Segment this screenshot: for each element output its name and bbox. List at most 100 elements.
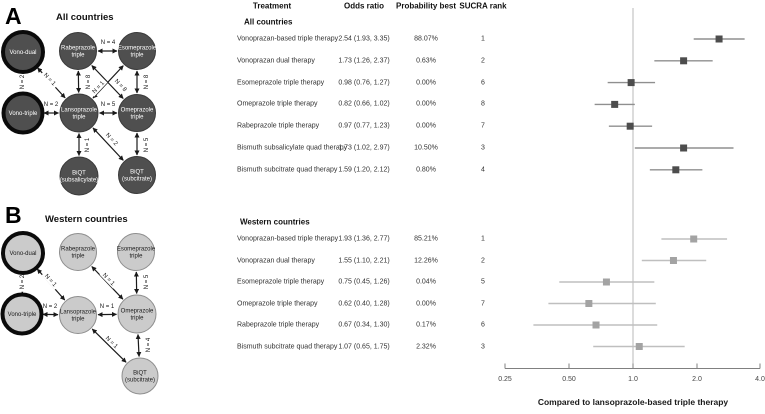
treatment-label: Omeprazole triple therapy	[237, 100, 318, 108]
network-edge	[92, 127, 124, 161]
table-header-sucra-rank: SUCRA rank	[459, 1, 507, 11]
edge-label: N = 5	[142, 135, 150, 155]
edge-label: N = 8	[84, 72, 92, 92]
probability-best-value: 85.21%	[414, 235, 438, 243]
node-label: Lansoprazole	[60, 310, 97, 316]
sucra-rank-value: 3	[481, 343, 485, 350]
or-marker	[635, 343, 643, 350]
or-marker	[680, 144, 688, 152]
node-label: (subcitrate)	[122, 177, 152, 183]
svg-text:N = 1: N = 1	[100, 304, 115, 310]
edge-label: N = 8	[111, 75, 131, 95]
node-label: triple	[72, 115, 86, 121]
svg-text:N = 8: N = 8	[86, 74, 92, 89]
node-label: Vono-dual	[9, 50, 36, 56]
odds-ratio-value: 0.75 (0.45, 1.26)	[338, 278, 390, 286]
treatment-label: Bismuth subsalicylate quad therapy	[237, 144, 348, 152]
svg-text:N = 2: N = 2	[20, 274, 26, 289]
svg-text:N = 5: N = 5	[101, 102, 116, 108]
x-tick-label: 2.0	[692, 376, 702, 383]
node-label: Vono-triple	[9, 111, 38, 117]
node-label: Omeprazole	[121, 108, 154, 114]
probability-best-value: 0.17%	[416, 321, 436, 329]
node-label: (subcitrate)	[125, 378, 155, 384]
network-edge	[91, 65, 124, 99]
node-label: triple	[71, 317, 85, 323]
node-label: Vono-triple	[8, 312, 37, 318]
x-tick-label: 4.0	[755, 376, 765, 383]
edge-label: N = 1	[99, 269, 119, 289]
treatment-label: Esomeprazole triple therapy	[237, 278, 325, 286]
odds-ratio-value: 1.73 (1.26, 2.37)	[338, 57, 390, 65]
probability-best-value: 0.00%	[416, 300, 436, 307]
treatment-label: Vonoprazan dual therapy	[237, 257, 315, 264]
node-label: triple	[71, 53, 85, 59]
treatment-label: Esomeprazole triple therapy	[237, 79, 325, 87]
odds-ratio-value: 0.98 (0.76, 1.27)	[338, 79, 390, 87]
or-marker	[585, 300, 593, 307]
treatment-label: Vonoprazan-based triple therapy	[237, 35, 339, 43]
edge-label: N = 1	[83, 135, 91, 155]
network-node-esomeprazole	[117, 233, 155, 271]
node-label: Rabeprazole	[61, 46, 96, 52]
sucra-rank-value: 2	[481, 257, 485, 264]
node-label: Lansoprazole	[61, 108, 98, 114]
treatment-label: Vonoprazan-based triple therapy	[237, 235, 339, 243]
node-label: Vono-dual	[9, 251, 36, 257]
svg-text:N = 4: N = 4	[101, 40, 116, 46]
panel-a-label: A	[5, 3, 22, 29]
group-title-western-countries: Western countries	[240, 217, 310, 227]
node-label: (subsalicylate)	[60, 178, 98, 184]
probability-best-value: 2.32%	[416, 343, 436, 350]
or-marker	[690, 235, 698, 243]
edge-label: N = 2	[18, 72, 26, 92]
edge-label: N = 1	[41, 270, 61, 290]
table-header-odds-ratio: Odds ratio	[343, 1, 385, 11]
network-node-omeprazole	[117, 294, 157, 334]
edge-label: N = 2	[40, 302, 60, 310]
x-tick-label: 1.0	[628, 376, 638, 383]
odds-ratio-value: 0.97 (0.77, 1.23)	[338, 122, 390, 130]
sucra-rank-value: 7	[481, 300, 485, 307]
treatment-label: Rabeprazole triple therapy	[237, 122, 320, 130]
node-label: BiQT	[72, 171, 86, 177]
edge-label: N = 1	[97, 302, 117, 310]
odds-ratio-value: 0.62 (0.40, 1.28)	[338, 300, 390, 307]
edge-label: N = 4	[144, 335, 152, 355]
edge-label: N = 5	[98, 100, 118, 108]
odds-ratio-value: 1.73 (1.02, 2.97)	[338, 144, 390, 152]
treatment-label: Rabeprazole triple therapy	[237, 321, 320, 329]
or-marker	[680, 57, 688, 65]
network-edge	[91, 328, 127, 363]
network-node-rabeprazole	[59, 233, 97, 271]
odds-ratio-value: 0.67 (0.34, 1.30)	[338, 321, 390, 329]
network-edge	[91, 266, 124, 300]
network-node-lansoprazole	[59, 296, 97, 334]
sucra-rank-value: 7	[481, 122, 485, 130]
treatment-label: Bismuth subcitrate quad therapy	[237, 166, 338, 174]
sucra-rank-value: 4	[481, 166, 485, 174]
sucra-rank-value: 1	[481, 35, 485, 43]
sucra-rank-value: 1	[481, 235, 485, 243]
network-node-biqt-subsalicylate	[59, 156, 99, 196]
svg-text:N = 2: N = 2	[20, 74, 26, 89]
network-node-rabeprazole	[59, 32, 97, 70]
network-node-vono-triple	[1, 91, 45, 135]
or-marker	[672, 166, 680, 174]
svg-text:N = 8: N = 8	[144, 74, 150, 89]
table-header-treatment: Treatment	[252, 1, 292, 11]
svg-text:N = 5: N = 5	[144, 274, 150, 289]
edge-label: N = 2	[18, 272, 26, 292]
node-label: Omeprazole	[121, 309, 154, 315]
edge-label: N = 4	[98, 38, 118, 46]
probability-best-value: 0.04%	[416, 278, 436, 286]
network-node-biqt-subcitrate	[121, 357, 159, 395]
svg-text:N = 4: N = 4	[146, 337, 152, 352]
network-b-title: Western countries	[45, 214, 128, 225]
table-header-probability-best: Probability best	[395, 1, 457, 11]
node-label: triple	[129, 254, 143, 260]
panel-b-label: B	[5, 202, 22, 228]
probability-best-value: 88.07%	[414, 35, 438, 43]
treatment-label: Omeprazole triple therapy	[237, 300, 318, 307]
node-label: triple	[71, 254, 85, 260]
